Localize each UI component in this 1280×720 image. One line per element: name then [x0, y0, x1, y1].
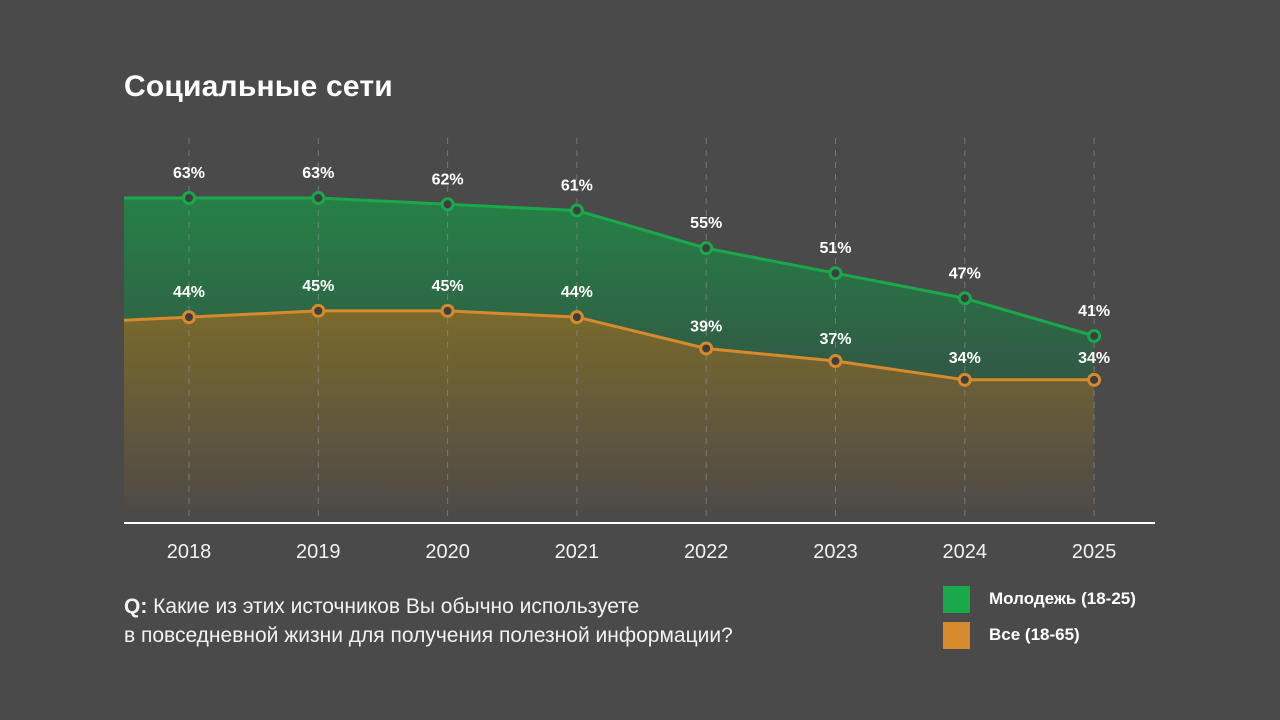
- point-all-2022: [699, 341, 714, 356]
- chart-title: Социальные сети: [124, 70, 393, 103]
- point-all-2018: [182, 310, 196, 325]
- point-all-2021: [569, 310, 584, 325]
- point-youth-2020: [440, 197, 455, 212]
- question-prefix: Q:: [124, 595, 148, 618]
- question-line1: Какие из этих источников Вы обычно испол…: [147, 595, 640, 618]
- x-tick-2025: 2025: [1072, 541, 1117, 563]
- point-youth-2021: [569, 203, 584, 218]
- value-label-all-2018: 44%: [173, 284, 205, 301]
- point-youth-2019: [311, 191, 326, 205]
- value-label-youth-2024: 47%: [949, 265, 981, 282]
- value-label-all-2021: 44%: [561, 284, 593, 301]
- value-label-all-2023: 37%: [819, 331, 851, 348]
- legend-item-all: Все (18-65): [943, 621, 1136, 649]
- value-label-youth-2023: 51%: [819, 240, 851, 257]
- legend-label-youth: Молодежь (18-25): [989, 589, 1136, 608]
- x-tick-2023: 2023: [813, 541, 858, 563]
- point-all-2023: [828, 354, 843, 369]
- x-tick-2018: 2018: [167, 541, 212, 563]
- question-text: Q: Какие из этих источников Вы обычно ис…: [124, 592, 733, 650]
- point-youth-2024: [957, 291, 972, 306]
- value-label-all-2020: 45%: [432, 278, 464, 295]
- area-youth: [124, 198, 1095, 380]
- area-all: [124, 310, 1095, 512]
- value-label-all-2024: 34%: [949, 350, 981, 367]
- question-line2: в повседневной жизни для получения полез…: [124, 624, 733, 647]
- point-all-2019: [311, 303, 326, 318]
- point-all-2024: [957, 372, 972, 387]
- legend-swatch-all: [943, 621, 970, 649]
- point-youth-2025: [1087, 328, 1102, 343]
- x-tick-2022: 2022: [684, 541, 729, 563]
- value-label-all-2019: 45%: [302, 278, 334, 295]
- point-youth-2022: [699, 241, 714, 256]
- point-youth-2018: [182, 191, 196, 205]
- chart-legend: Молодежь (18-25) Все (18-65): [943, 585, 1136, 657]
- value-label-all-2022: 39%: [690, 318, 722, 335]
- x-tick-2019: 2019: [296, 541, 341, 563]
- x-tick-2020: 2020: [425, 541, 470, 563]
- point-youth-2023: [828, 266, 843, 281]
- x-tick-2024: 2024: [943, 541, 988, 563]
- value-label-youth-2021: 61%: [561, 178, 593, 195]
- legend-label-all: Все (18-65): [989, 625, 1080, 644]
- value-label-youth-2022: 55%: [690, 215, 722, 232]
- value-label-youth-2025: 41%: [1078, 303, 1110, 320]
- value-label-youth-2018: 63%: [173, 165, 205, 182]
- point-all-2025: [1087, 372, 1102, 387]
- value-label-all-2025: 34%: [1078, 350, 1110, 367]
- legend-swatch-youth: [943, 585, 970, 613]
- value-label-youth-2020: 62%: [432, 171, 464, 188]
- legend-item-youth: Молодежь (18-25): [943, 585, 1136, 613]
- x-tick-2021: 2021: [555, 541, 600, 563]
- value-label-youth-2019: 63%: [302, 165, 334, 182]
- point-all-2020: [440, 303, 455, 318]
